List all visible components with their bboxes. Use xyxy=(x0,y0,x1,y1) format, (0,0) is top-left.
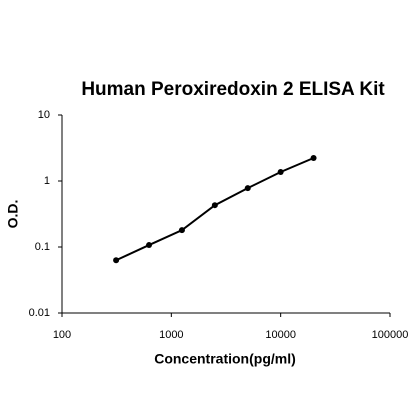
point xyxy=(178,227,185,234)
y-tick-label: 0.1 xyxy=(35,241,50,253)
y-tick-label: 0.01 xyxy=(29,307,50,319)
point xyxy=(146,242,153,249)
x-axis-label: Concentration(pg/ml) xyxy=(154,351,296,367)
x-tick-label: 10000 xyxy=(265,329,296,341)
point xyxy=(211,202,218,209)
x-tick-label: 100000 xyxy=(372,329,409,341)
point xyxy=(244,185,251,192)
point xyxy=(310,155,317,162)
y-tick-label: 10 xyxy=(38,109,50,121)
y-tick-label: 1 xyxy=(44,175,50,187)
point xyxy=(113,257,120,264)
point xyxy=(277,168,284,175)
y-axis-label: O.D. xyxy=(5,200,21,229)
x-tick-label: 100 xyxy=(53,329,71,341)
fit-line xyxy=(115,157,314,262)
x-tick-label: 1000 xyxy=(159,329,183,341)
chart-title: Human Peroxiredoxin 2 ELISA Kit xyxy=(81,79,385,100)
